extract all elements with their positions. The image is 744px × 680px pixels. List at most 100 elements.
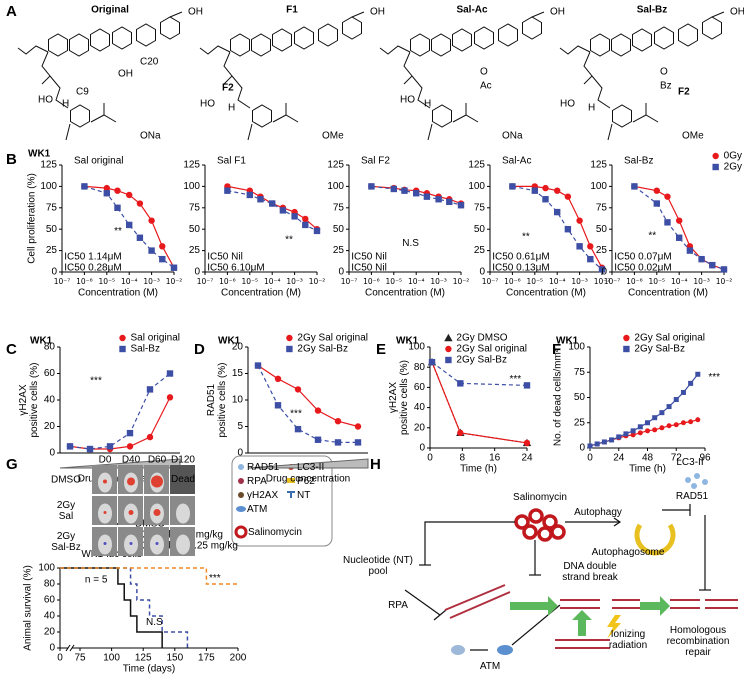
marker [564, 193, 572, 200]
marker [313, 227, 321, 235]
y-tick-label: 50 [574, 392, 586, 403]
y-tick-label: 0 [601, 267, 607, 278]
y-tick-label: 25 [189, 245, 201, 256]
marker [457, 429, 464, 437]
y-tick-label: 100 [183, 181, 200, 192]
icon-salinomycin [234, 525, 248, 539]
atom-label: HO [560, 99, 575, 110]
atom-label: C20 [140, 57, 159, 68]
marker [720, 266, 728, 273]
series-line [69, 373, 171, 450]
y-tick-label: 100 [327, 181, 344, 192]
marker [446, 198, 453, 206]
molecule-skeleton [199, 11, 365, 141]
x-axis-label: Concentration (M) [628, 288, 708, 299]
atom-label: ONa [502, 131, 523, 142]
y-tick-label: 0 [49, 643, 55, 654]
chart-title: Sal-Bz [624, 156, 653, 167]
imaging-row-label-line: Sal [59, 511, 73, 522]
x-tick-label: 175 [198, 653, 215, 664]
diagram-label-line: ATM [480, 661, 500, 672]
y-tick-label: 125 [183, 160, 200, 171]
diagram-label-line: LC3-II [676, 457, 703, 468]
panel-letter: D [194, 341, 205, 358]
marker [653, 200, 660, 207]
diagram-label-line: RAD51 [247, 462, 280, 473]
marker [224, 187, 231, 194]
imaging-day: D120 [171, 455, 195, 466]
cell-line: WK1 [28, 149, 51, 160]
y-tick-label: 0 [194, 267, 200, 278]
x-axis-label: Drug concentration [266, 474, 351, 485]
atom-label: OH [188, 7, 203, 18]
icon-p62 [287, 478, 295, 483]
diagram-label: Autophagosome [592, 547, 665, 558]
marker [564, 226, 572, 233]
annotation: *** [90, 376, 102, 387]
marker [146, 386, 154, 393]
marker [444, 333, 453, 342]
marker [457, 380, 464, 387]
atom-label: F2 [222, 83, 234, 94]
y-tick-label: 100 [40, 181, 57, 192]
tumor-signal [155, 542, 159, 545]
diagram-label: Homologous recombination repair [667, 625, 730, 658]
series-line [60, 567, 189, 648]
diagram-label-line: Autophagosome [592, 547, 665, 558]
marker [709, 261, 716, 269]
marker [680, 389, 686, 395]
diagram-label-line: ATM [247, 504, 267, 515]
atom-label: HO [38, 95, 53, 106]
marker [103, 184, 111, 192]
marker [695, 371, 701, 377]
x-tick-label: 10⁻⁴ [121, 277, 138, 286]
marker [159, 243, 166, 250]
imaging-day: D0 [99, 455, 112, 466]
x-tick-label: 10⁻⁵ [99, 277, 116, 286]
annotation: *** [510, 374, 522, 385]
marker [598, 266, 606, 273]
annotation: N.S [146, 617, 163, 628]
x-tick-label: 16 [489, 453, 501, 464]
x-tick-label: 75 [74, 653, 86, 664]
marker [423, 193, 431, 200]
marker [136, 200, 144, 207]
y-axis-label: γH2AXpositive cells (%) [388, 360, 410, 435]
imaging-row-label-line: 2Gy [57, 500, 75, 511]
marker [688, 419, 694, 425]
marker [126, 443, 134, 450]
y-tick-label: 100 [408, 342, 425, 353]
diagram-label: DNA double strand break [562, 561, 619, 583]
green-arrow [572, 610, 592, 636]
series-line [60, 567, 163, 648]
tumor-signal [128, 510, 134, 515]
y-axis-label: No. of dead cells/mm² [553, 348, 564, 446]
marker [445, 356, 452, 364]
rad51-cluster [685, 473, 708, 489]
panel-letter: B [6, 151, 17, 168]
cell-line: WK1 [218, 336, 241, 347]
y-tick-label: 0 [419, 443, 425, 454]
ring [514, 514, 530, 530]
y-tick-label: 40 [414, 402, 426, 413]
panel-letter: F [552, 341, 561, 358]
panel-letter: A [6, 3, 17, 20]
dot [694, 473, 700, 479]
y-tick-label: 60 [414, 382, 426, 393]
atom-label: Ac [480, 81, 492, 92]
marker [659, 425, 665, 431]
atom-label: OMe [322, 131, 344, 142]
marker [616, 434, 622, 440]
imaging-day: D60 [148, 455, 167, 466]
marker [688, 380, 694, 386]
icon-rpa [238, 478, 244, 484]
marker [695, 417, 701, 423]
y-tick-label: 60 [44, 595, 56, 606]
annotation: IC50 0.61μM [492, 252, 549, 263]
chart-title: Sal-Ac [502, 156, 531, 167]
diagram-label-line: P62 [297, 476, 315, 487]
marker [652, 415, 658, 421]
marker [136, 234, 144, 241]
marker [114, 187, 121, 194]
